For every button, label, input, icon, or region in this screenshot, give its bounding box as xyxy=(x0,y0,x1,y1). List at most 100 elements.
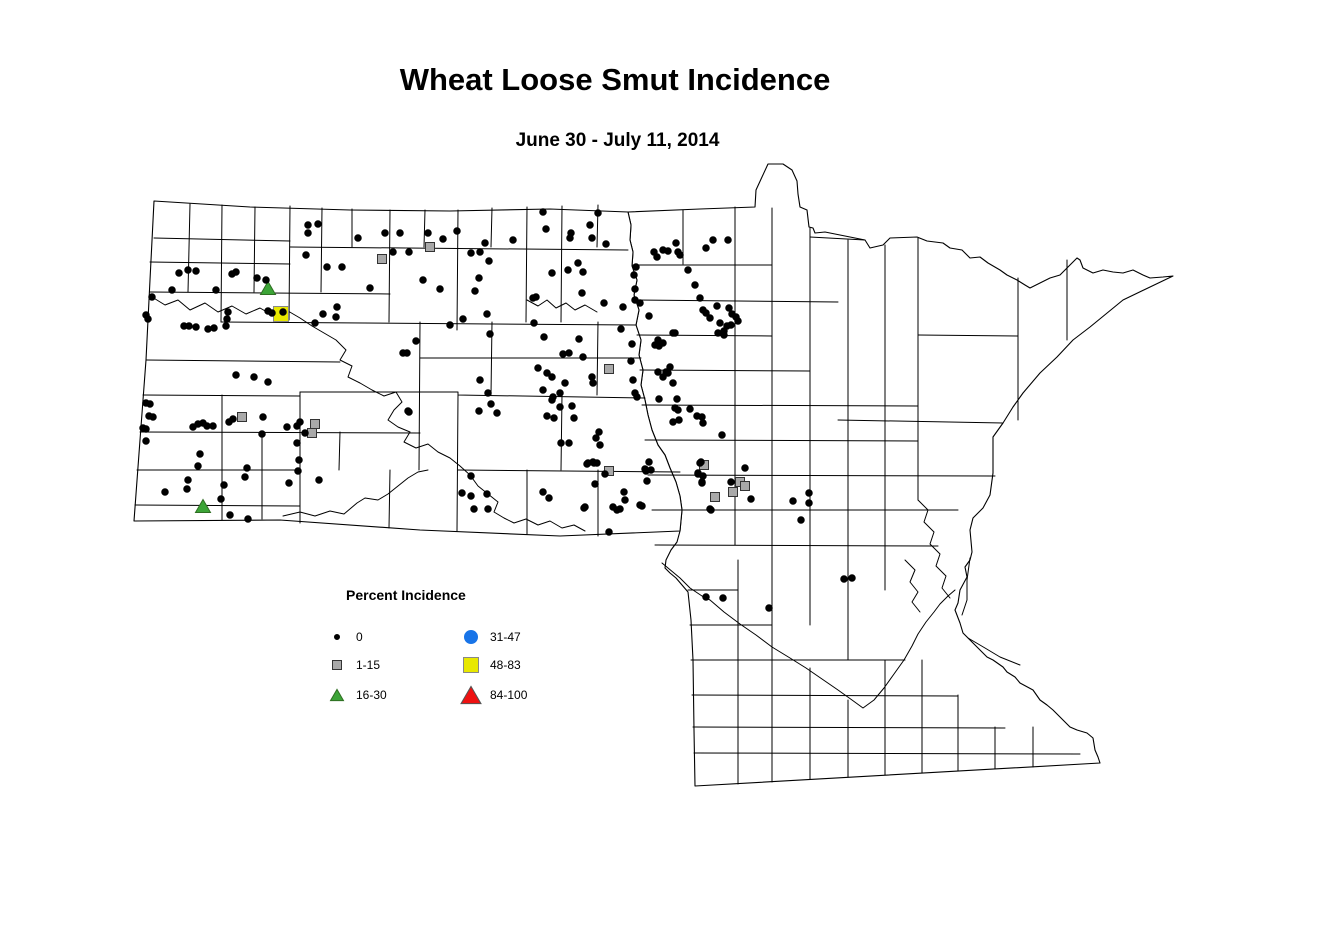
incidence-point-0 xyxy=(302,251,310,259)
state-outlines xyxy=(133,163,1174,787)
incidence-point-0 xyxy=(566,234,574,242)
incidence-point-0 xyxy=(579,353,587,361)
incidence-point-0 xyxy=(719,594,727,602)
incidence-point-0 xyxy=(419,276,427,284)
incidence-point-0 xyxy=(581,503,589,511)
incidence-point-0 xyxy=(315,476,323,484)
incidence-point-0 xyxy=(636,299,644,307)
incidence-point-0 xyxy=(698,479,706,487)
incidence-point-0 xyxy=(797,516,805,524)
incidence-point-0 xyxy=(588,234,596,242)
incidence-point-0 xyxy=(673,395,681,403)
incidence-point-0 xyxy=(484,505,492,513)
incidence-point-0 xyxy=(686,405,694,413)
incidence-point-0 xyxy=(285,479,293,487)
incidence-point-0 xyxy=(579,268,587,276)
incidence-point-0 xyxy=(765,604,773,612)
incidence-point-0 xyxy=(232,371,240,379)
incidence-point-0 xyxy=(655,395,663,403)
incidence-point-0 xyxy=(574,259,582,267)
incidence-point-0 xyxy=(539,208,547,216)
incidence-point-0 xyxy=(459,315,467,323)
incidence-point-0 xyxy=(184,476,192,484)
incidence-point-0 xyxy=(484,389,492,397)
incidence-point-0 xyxy=(629,376,637,384)
incidence-point-0 xyxy=(684,266,692,274)
incidence-point-0 xyxy=(696,294,704,302)
incidence-point-0 xyxy=(509,236,517,244)
incidence-point-0 xyxy=(493,409,501,417)
incidence-point-0 xyxy=(672,239,680,247)
incidence-point-0 xyxy=(559,350,567,358)
incidence-point-0 xyxy=(848,574,856,582)
incidence-point-0 xyxy=(475,274,483,282)
incidence-point-0 xyxy=(485,257,493,265)
incidence-point-0 xyxy=(446,321,454,329)
incidence-point-0 xyxy=(617,325,625,333)
incidence-point-0 xyxy=(222,322,230,330)
incidence-point-0 xyxy=(534,364,542,372)
incidence-point-0 xyxy=(593,459,601,467)
incidence-points-layer xyxy=(139,208,856,612)
incidence-point-0 xyxy=(718,431,726,439)
incidence-point-0 xyxy=(702,309,710,317)
incidence-point-0 xyxy=(323,263,331,271)
incidence-point-0 xyxy=(720,331,728,339)
incidence-point-0 xyxy=(728,310,736,318)
incidence-point-0 xyxy=(436,285,444,293)
incidence-point-0 xyxy=(741,464,749,472)
incidence-point-1-15 xyxy=(307,428,317,438)
incidence-point-0 xyxy=(669,379,677,387)
incidence-point-0 xyxy=(311,319,319,327)
incidence-point-0 xyxy=(789,497,797,505)
incidence-point-0 xyxy=(540,333,548,341)
incidence-point-0 xyxy=(716,319,724,327)
incidence-point-0 xyxy=(530,319,538,327)
incidence-point-0 xyxy=(627,357,635,365)
incidence-point-0 xyxy=(476,248,484,256)
incidence-point-0 xyxy=(724,236,732,244)
incidence-point-0 xyxy=(570,414,578,422)
incidence-point-0 xyxy=(651,341,659,349)
incidence-point-0 xyxy=(605,528,613,536)
incidence-point-0 xyxy=(279,308,287,316)
incidence-point-0 xyxy=(148,293,156,301)
incidence-point-0 xyxy=(283,423,291,431)
incidence-point-0 xyxy=(381,229,389,237)
incidence-point-0 xyxy=(659,373,667,381)
incidence-point-0 xyxy=(586,221,594,229)
incidence-point-0 xyxy=(333,303,341,311)
incidence-point-0 xyxy=(600,299,608,307)
legend: Percent Incidence 0 1-15 16-30 31-47 48-83 84… xyxy=(318,583,588,718)
legend-item-0: 0 xyxy=(324,625,363,649)
incidence-point-0 xyxy=(453,227,461,235)
incidence-point-0 xyxy=(805,489,813,497)
incidence-point-0 xyxy=(366,284,374,292)
incidence-point-0 xyxy=(396,229,404,237)
incidence-point-0 xyxy=(224,308,232,316)
incidence-point-0 xyxy=(259,413,267,421)
incidence-point-0 xyxy=(149,413,157,421)
incidence-point-0 xyxy=(543,369,551,377)
dot-marker-icon xyxy=(324,625,350,649)
incidence-point-0 xyxy=(561,379,569,387)
incidence-point-0 xyxy=(691,281,699,289)
incidence-point-0 xyxy=(439,235,447,243)
incidence-point-0 xyxy=(675,416,683,424)
square-marker-icon xyxy=(458,653,484,677)
legend-item-48-83: 48-83 xyxy=(458,653,521,677)
incidence-point-0 xyxy=(557,439,565,447)
incidence-point-0 xyxy=(702,593,710,601)
incidence-point-0 xyxy=(575,335,583,343)
legend-label: 31-47 xyxy=(490,630,521,644)
page-title: Wheat Loose Smut Incidence xyxy=(399,62,831,97)
incidence-point-0 xyxy=(293,439,301,447)
incidence-point-0 xyxy=(539,386,547,394)
incidence-point-0 xyxy=(601,470,609,478)
incidence-point-0 xyxy=(647,466,655,474)
triangle-marker-icon xyxy=(324,683,350,707)
incidence-point-0 xyxy=(301,429,309,437)
incidence-point-0 xyxy=(486,330,494,338)
legend-item-84-100: 84-100 xyxy=(458,683,527,707)
legend-label: 0 xyxy=(356,630,363,644)
